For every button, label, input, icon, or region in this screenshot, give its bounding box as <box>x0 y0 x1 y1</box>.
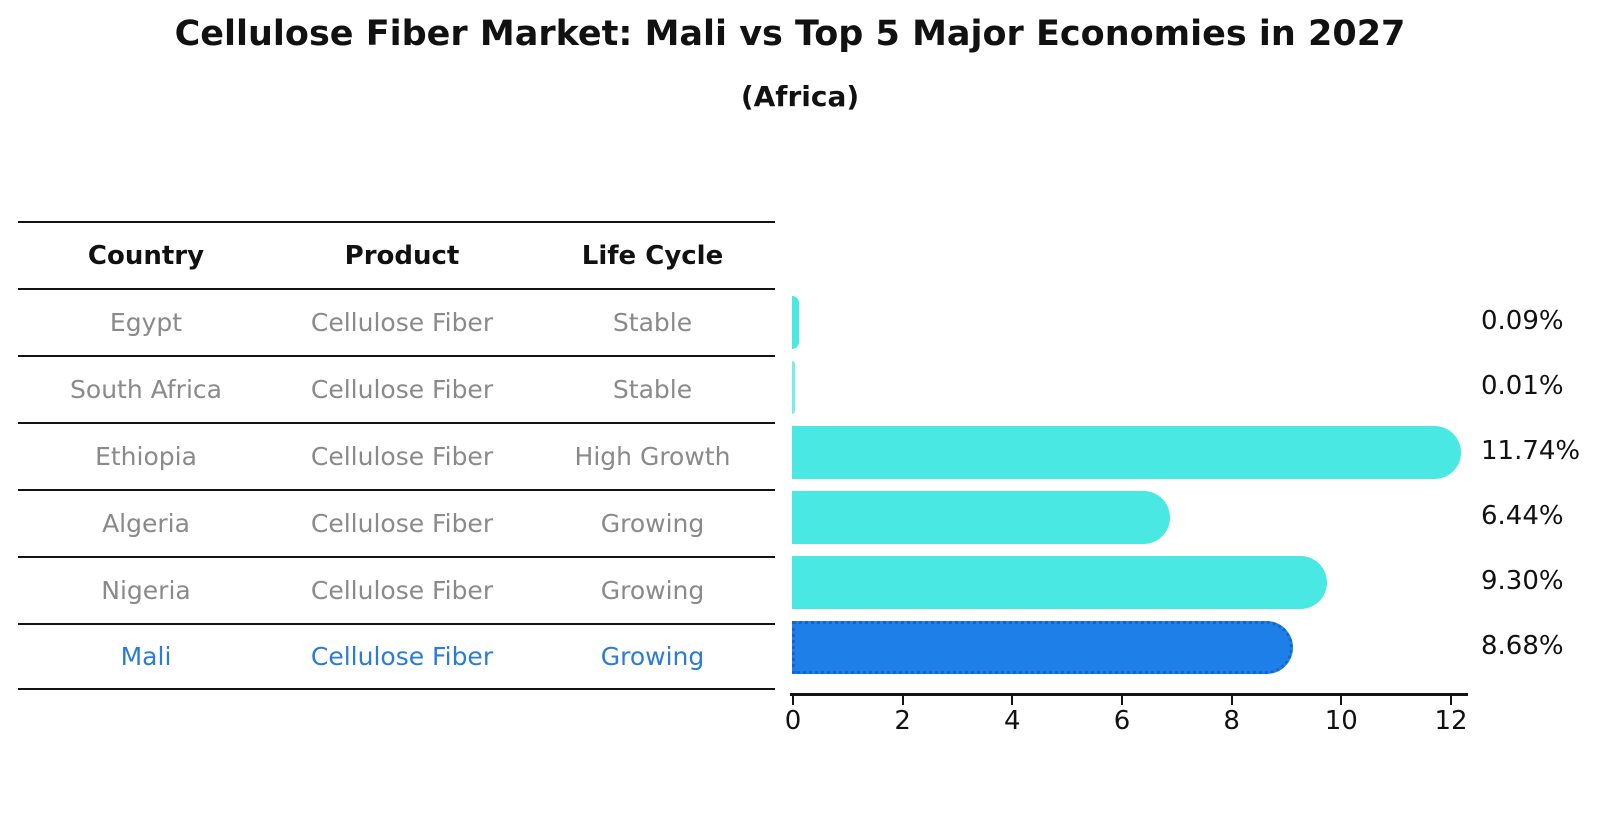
cell-lifecycle: Growing <box>600 642 705 671</box>
value-label-algeria: 6.44% <box>1481 501 1564 531</box>
bar-ethiopia <box>792 425 1461 479</box>
bar-south-africa <box>792 360 795 414</box>
x-axis-line <box>790 693 1468 696</box>
country-table: Country Product Life Cycle Egypt Cellulo… <box>18 221 775 690</box>
cell-lifecycle: Stable <box>612 308 693 337</box>
cell-country: Nigeria <box>101 576 191 605</box>
cell-product: Cellulose Fiber <box>310 442 494 471</box>
value-label-ethiopia: 11.74% <box>1481 436 1581 466</box>
table-row: South Africa Cellulose Fiber Stable <box>18 355 775 422</box>
column-header-product: Product <box>344 240 460 271</box>
cell-product: Cellulose Fiber <box>310 308 494 337</box>
cell-lifecycle: High Growth <box>574 442 731 471</box>
x-tick-label: 12 <box>1434 706 1468 736</box>
value-label-south-africa: 0.01% <box>1481 371 1564 401</box>
cell-lifecycle: Growing <box>600 509 705 538</box>
table-row: Ethiopia Cellulose Fiber High Growth <box>18 422 775 489</box>
table-header-row: Country Product Life Cycle <box>18 221 775 288</box>
bar-egypt <box>792 295 799 349</box>
x-tick-mark <box>901 696 904 705</box>
x-tick-mark <box>1340 696 1343 705</box>
cell-product: Cellulose Fiber <box>310 642 494 671</box>
x-tick-label: 2 <box>894 706 911 736</box>
cell-lifecycle: Stable <box>612 375 693 404</box>
cell-product: Cellulose Fiber <box>310 509 494 538</box>
cell-country: Mali <box>120 642 172 671</box>
cell-country: Algeria <box>102 509 190 538</box>
x-tick-label: 4 <box>1004 706 1021 736</box>
x-tick-mark <box>1121 696 1123 705</box>
value-label-nigeria: 9.30% <box>1481 566 1564 596</box>
x-tick-mark <box>1450 696 1452 705</box>
cell-country: Ethiopia <box>95 442 197 471</box>
table-row: Algeria Cellulose Fiber Growing <box>18 489 775 556</box>
x-tick-label: 6 <box>1113 706 1131 736</box>
column-header-lifecycle: Life Cycle <box>581 240 724 271</box>
cell-lifecycle: Growing <box>600 576 705 605</box>
x-tick-label: 8 <box>1223 706 1240 736</box>
table-row: Nigeria Cellulose Fiber Growing <box>18 556 775 623</box>
page-subtitle: (Africa) <box>740 80 860 113</box>
cell-country: Egypt <box>109 308 183 337</box>
x-tick-mark <box>1011 696 1014 705</box>
cell-product: Cellulose Fiber <box>310 576 494 605</box>
x-tick-mark <box>792 696 794 705</box>
page-title: Cellulose Fiber Market: Mali vs Top 5 Ma… <box>174 14 1406 54</box>
bar-nigeria <box>792 555 1327 609</box>
cell-product: Cellulose Fiber <box>310 375 494 404</box>
x-tick-label: 10 <box>1324 706 1358 736</box>
column-header-country: Country <box>87 240 205 271</box>
table-row: Egypt Cellulose Fiber Stable <box>18 288 775 355</box>
x-tick-label: 0 <box>784 706 802 736</box>
bar-mali <box>792 620 1293 674</box>
bar-algeria <box>792 490 1171 544</box>
table-row-highlight-mali: Mali Cellulose Fiber Growing <box>18 623 775 690</box>
cell-country: South Africa <box>70 375 222 404</box>
x-tick-mark <box>1230 696 1233 705</box>
value-label-mali: 8.68% <box>1481 631 1564 661</box>
value-label-egypt: 0.09% <box>1481 306 1564 336</box>
